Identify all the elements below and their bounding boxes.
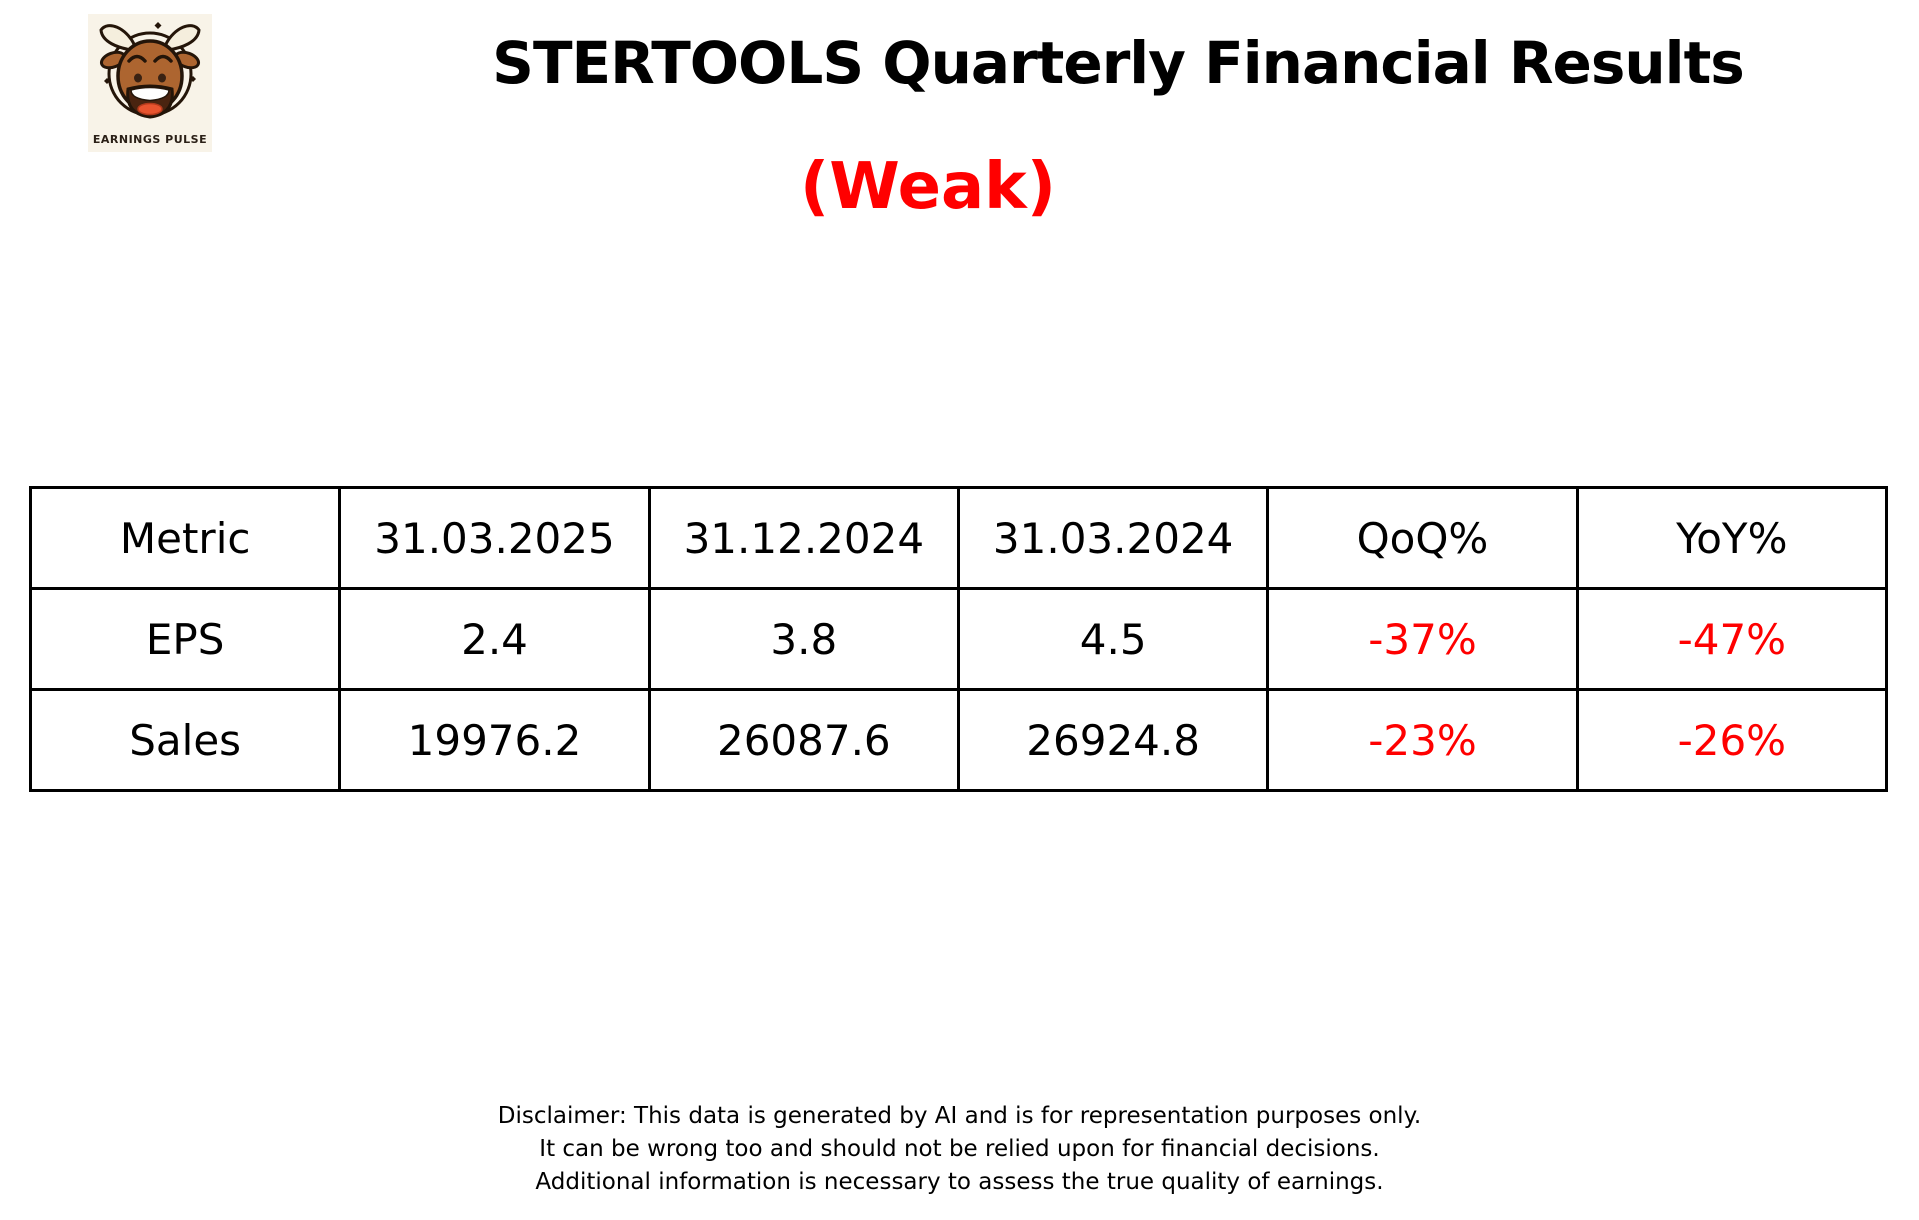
sales-q-yearago: 26924.8 [956, 688, 1270, 792]
bull-mouth [126, 84, 174, 119]
sales-metric-cell: Sales [28, 688, 342, 792]
disclaimer-line-1: Disclaimer: This data is generated by AI… [497, 1103, 1422, 1129]
sales-q-previous: 26087.6 [647, 688, 960, 792]
disclaimer-line-2: It can be wrong too and should not be re… [539, 1136, 1380, 1162]
earnings-pulse-logo: EARNINGS PULSE [88, 14, 212, 152]
eps-qoq-change: -37% [1266, 587, 1579, 691]
header-cell-qoq: QoQ% [1266, 486, 1579, 590]
table-row-sales: Sales 19976.2 26087.6 26924.8 -23% -26% [28, 688, 1889, 792]
table-header-row: Metric 31.03.2025 31.12.2024 31.03.2024 … [28, 486, 1889, 590]
bull-horns [99, 24, 201, 52]
bull-eyes [127, 54, 173, 63]
sales-yoy-change: -26% [1575, 688, 1889, 792]
header-cell-31-12-2024: 31.12.2024 [647, 486, 960, 590]
eps-q-previous: 3.8 [647, 587, 960, 691]
table-row-eps: EPS 2.4 3.8 4.5 -37% -47% [28, 587, 1889, 691]
header-cell-metric: Metric [28, 486, 342, 590]
verdict-subtitle: (Weak) [800, 150, 1056, 224]
brand-name: EARNINGS PULSE [92, 133, 208, 146]
eps-yoy-change: -47% [1575, 587, 1889, 691]
disclaimer: Disclaimer: This data is generated by AI… [0, 1100, 1919, 1199]
eps-metric-cell: EPS [28, 587, 342, 691]
bull-mascot-icon [99, 22, 201, 119]
page-title: STERTOOLS Quarterly Financial Results [492, 29, 1745, 97]
sparkle-icons [104, 22, 196, 84]
sales-qoq-change: -23% [1266, 688, 1579, 792]
bull-nostrils [134, 73, 166, 83]
header-cell-31-03-2025: 31.03.2025 [338, 486, 651, 590]
sales-q-current: 19976.2 [338, 688, 651, 792]
disclaimer-line-3: Additional information is necessary to a… [535, 1169, 1384, 1195]
header-cell-yoy: YoY% [1575, 486, 1889, 590]
financial-results-table: Metric 31.03.2025 31.12.2024 31.03.2024 … [28, 486, 1889, 792]
header-cell-31-03-2024: 31.03.2024 [956, 486, 1270, 590]
eps-q-current: 2.4 [338, 587, 651, 691]
eps-q-yearago: 4.5 [956, 587, 1270, 691]
